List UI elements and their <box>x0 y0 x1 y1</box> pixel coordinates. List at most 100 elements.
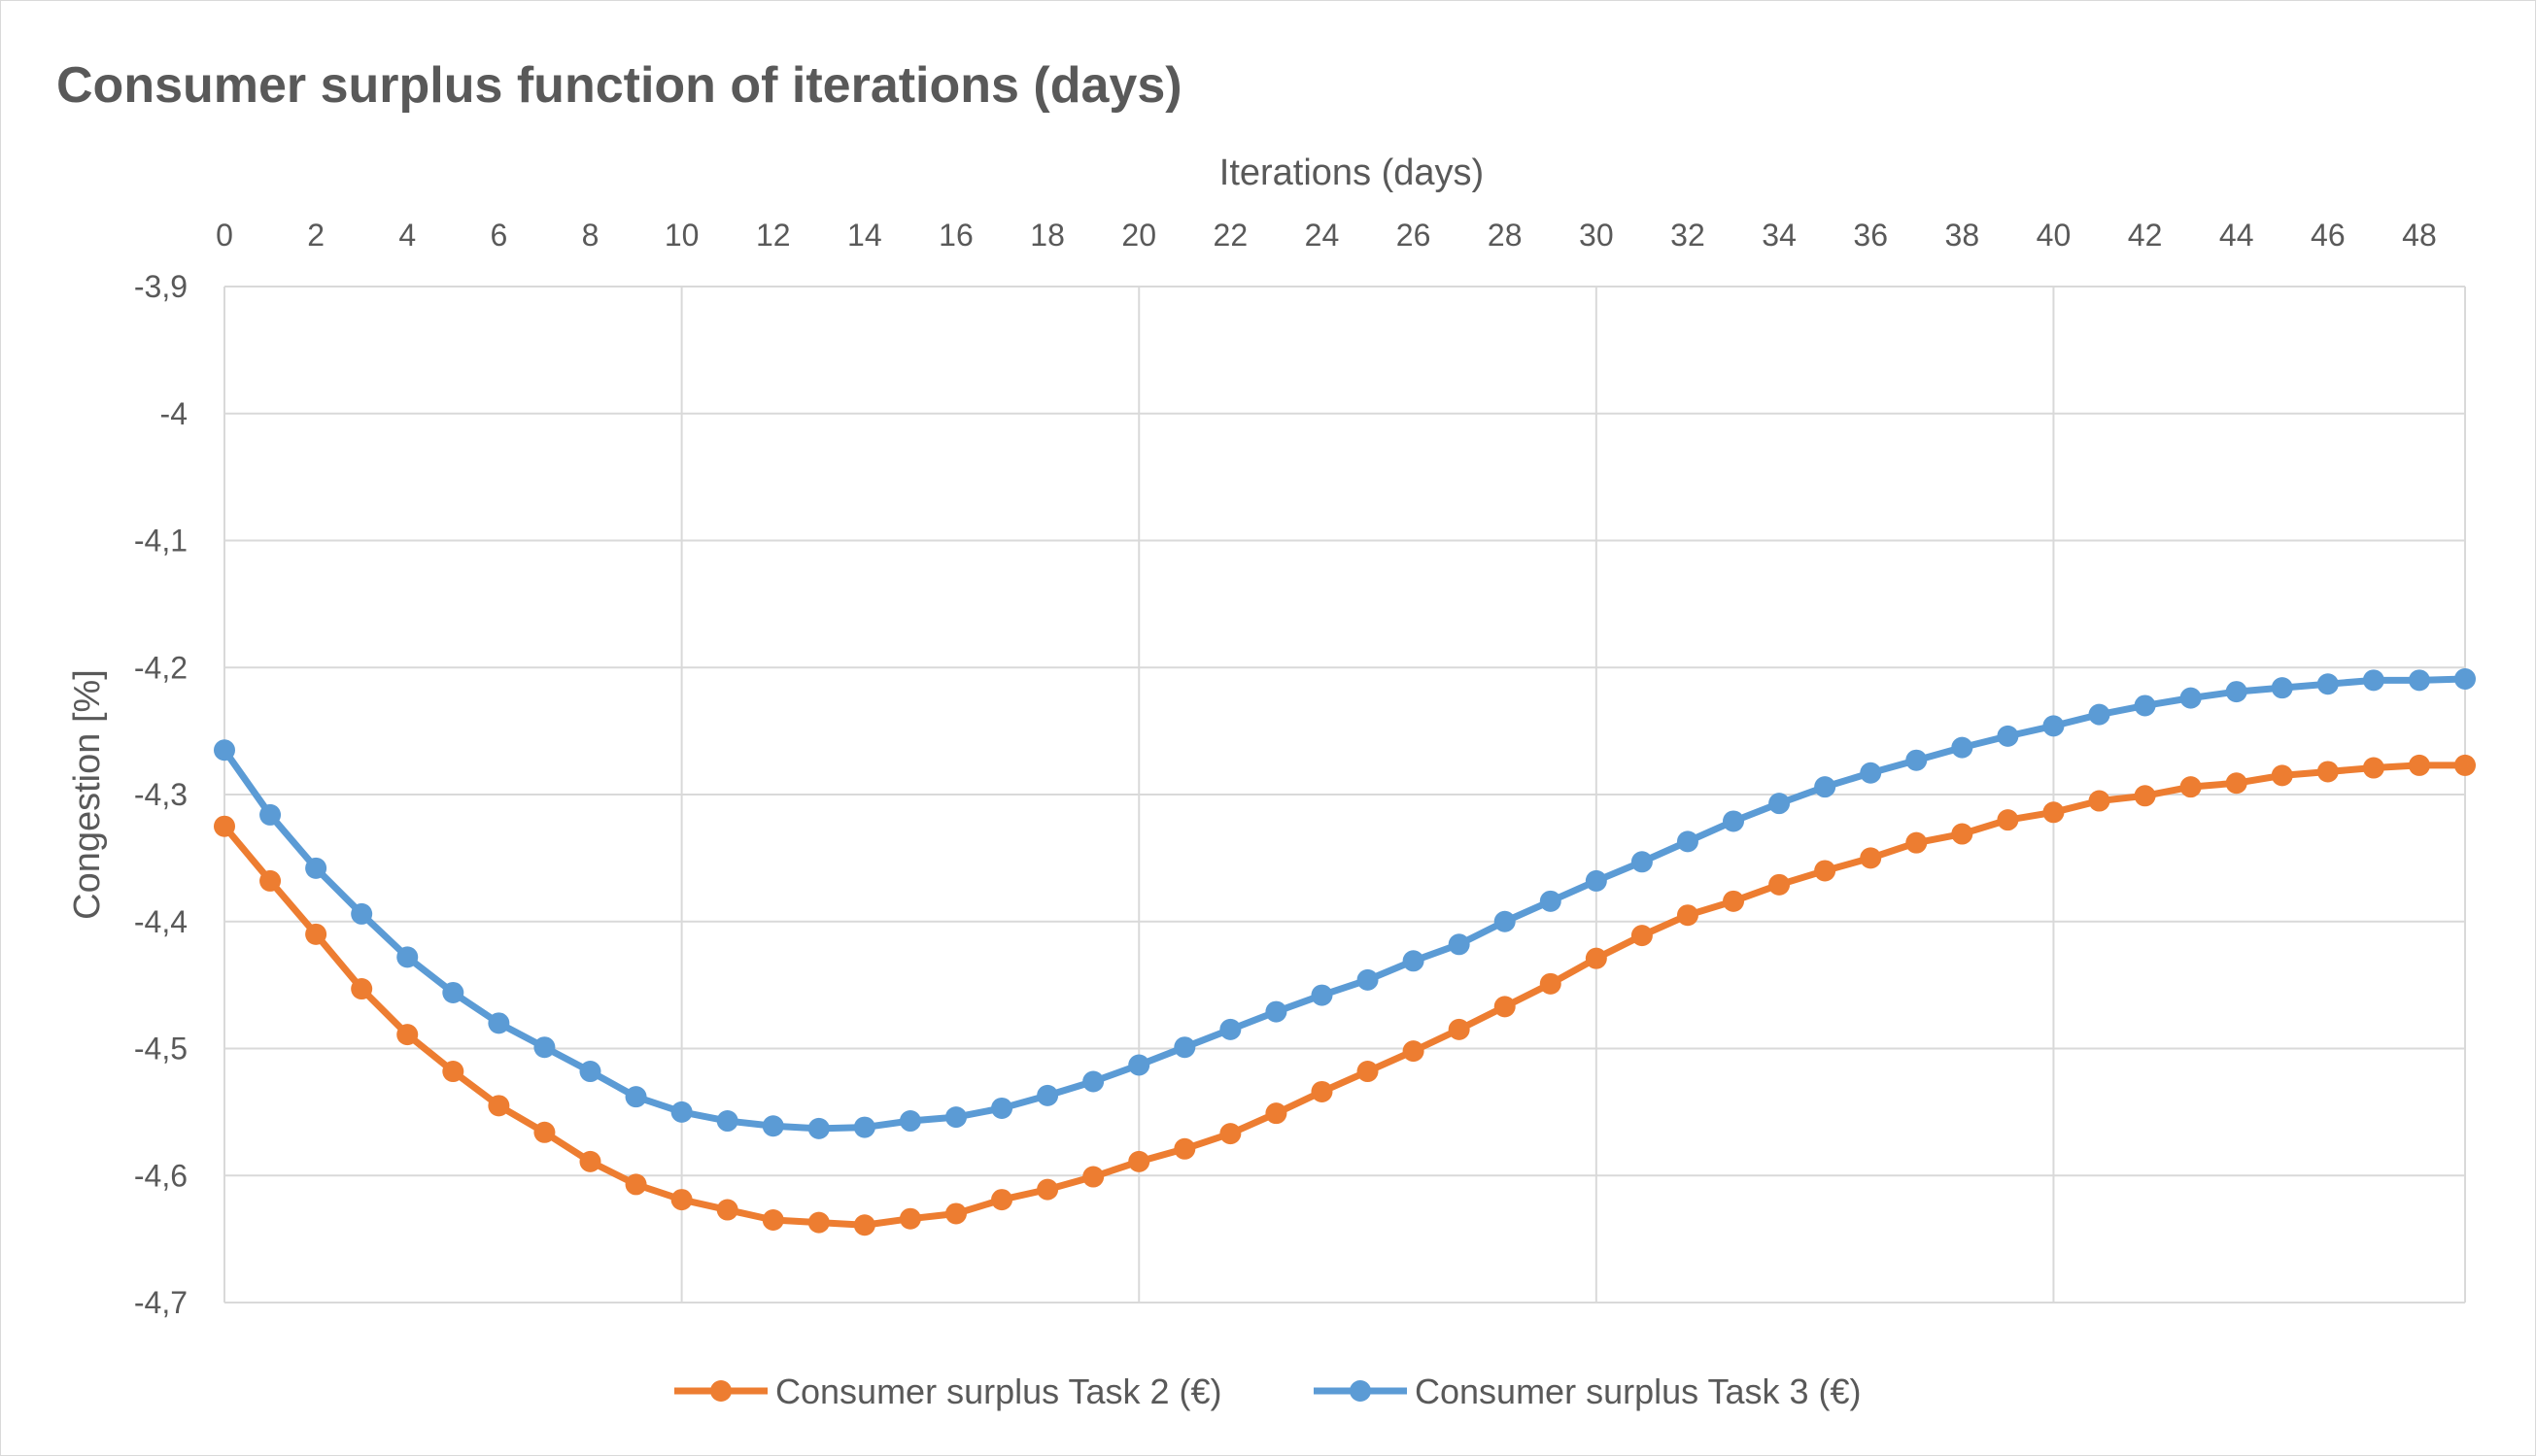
data-point <box>944 1106 967 1129</box>
legend-marker <box>1350 1380 1371 1402</box>
x-tick-label: 2 <box>307 218 325 253</box>
x-tick-label: 34 <box>1762 218 1797 253</box>
x-tick-label: 44 <box>2219 218 2254 253</box>
series-line <box>222 762 2465 1229</box>
x-axis-title: Iterations (days) <box>1219 152 1484 193</box>
x-tick-label: 6 <box>490 218 507 253</box>
data-point <box>1037 1178 1059 1201</box>
y-tick-label: -4,2 <box>134 650 188 685</box>
data-point <box>1448 1018 1470 1040</box>
chart-title: Consumer surplus function of iterations … <box>56 57 1182 114</box>
x-tick-label: 22 <box>1214 218 1249 253</box>
data-point <box>1905 831 1928 854</box>
data-point <box>259 803 282 826</box>
data-point <box>1128 1150 1150 1172</box>
data-point <box>2316 673 2339 695</box>
series-2 <box>214 754 2476 1236</box>
data-point <box>2134 694 2156 717</box>
data-point <box>533 1036 556 1059</box>
y-tick-label: -4 <box>160 396 188 431</box>
data-point <box>351 902 373 925</box>
data-point <box>1402 1040 1424 1063</box>
data-point <box>1630 925 1653 947</box>
data-point <box>899 1110 921 1133</box>
legend-item: Consumer surplus Task 2 (€) <box>674 1371 1222 1411</box>
data-point <box>2134 785 2156 807</box>
x-tick-label: 8 <box>582 218 600 253</box>
data-point <box>1356 968 1379 991</box>
y-tick-label: -4,5 <box>134 1032 188 1067</box>
data-point <box>259 869 282 892</box>
data-point <box>1676 830 1698 853</box>
data-point <box>2271 764 2293 787</box>
x-tick-label: 10 <box>665 218 700 253</box>
data-point <box>579 1150 601 1172</box>
data-point <box>2042 715 2065 737</box>
y-tick-label: -4,3 <box>134 777 188 812</box>
data-point <box>1082 1070 1105 1093</box>
data-point <box>1448 933 1470 956</box>
data-point <box>1174 1137 1196 1160</box>
y-tick-label: -4,1 <box>134 524 188 559</box>
data-point <box>2362 757 2384 779</box>
data-point <box>1311 1080 1333 1102</box>
data-point <box>1402 950 1424 972</box>
data-point <box>1585 947 1607 969</box>
data-point <box>1951 823 1973 845</box>
data-point <box>1676 904 1698 927</box>
data-point <box>853 1214 875 1236</box>
y-tick-label: -3,9 <box>134 269 188 304</box>
data-point <box>625 1173 647 1196</box>
data-point <box>944 1202 967 1225</box>
data-point <box>1037 1084 1059 1106</box>
data-point <box>762 1209 784 1232</box>
data-point <box>899 1207 921 1230</box>
data-point <box>1265 1000 1287 1023</box>
series-lines <box>214 668 2476 1236</box>
x-tick-label: 32 <box>1670 218 1705 253</box>
x-tick-label: 14 <box>847 218 882 253</box>
data-point <box>1768 793 1791 815</box>
data-point <box>1997 809 2019 831</box>
data-point <box>807 1117 830 1139</box>
legend: Consumer surplus Task 2 (€) Consumer surp… <box>674 1371 1862 1411</box>
data-point <box>2362 669 2384 692</box>
data-point <box>533 1121 556 1143</box>
x-tick-label: 36 <box>1853 218 1888 253</box>
data-point <box>2271 677 2293 699</box>
data-point <box>1860 762 1882 784</box>
data-point <box>1860 847 1882 869</box>
x-tick-label: 28 <box>1488 218 1523 253</box>
data-point <box>991 1189 1013 1211</box>
data-point <box>1493 996 1516 1018</box>
legend-item: Consumer surplus Task 3 (€) <box>1314 1371 1862 1411</box>
data-point <box>1539 972 1561 995</box>
data-point <box>214 815 235 837</box>
data-point <box>1768 873 1791 896</box>
data-point <box>396 946 419 968</box>
data-point <box>716 1110 738 1133</box>
data-point <box>1997 725 2019 747</box>
data-point <box>807 1211 830 1234</box>
data-point <box>351 978 373 1000</box>
data-point <box>1082 1166 1105 1188</box>
data-point <box>716 1199 738 1221</box>
data-point <box>1311 984 1333 1006</box>
data-point <box>214 739 235 762</box>
x-tick-label: 48 <box>2402 218 2437 253</box>
data-point <box>2316 761 2339 783</box>
x-tick-label: 46 <box>2311 218 2346 253</box>
x-tick-label: 38 <box>1945 218 1980 253</box>
data-point <box>1539 890 1561 912</box>
data-point <box>1219 1018 1242 1040</box>
data-point <box>1174 1036 1196 1059</box>
x-tick-label: 42 <box>2128 218 2163 253</box>
x-tick-label: 18 <box>1030 218 1065 253</box>
x-tick-label: 40 <box>2037 218 2072 253</box>
data-point <box>2042 801 2065 824</box>
data-point <box>1356 1061 1379 1083</box>
data-point <box>1814 776 1836 798</box>
data-point <box>1630 851 1653 873</box>
